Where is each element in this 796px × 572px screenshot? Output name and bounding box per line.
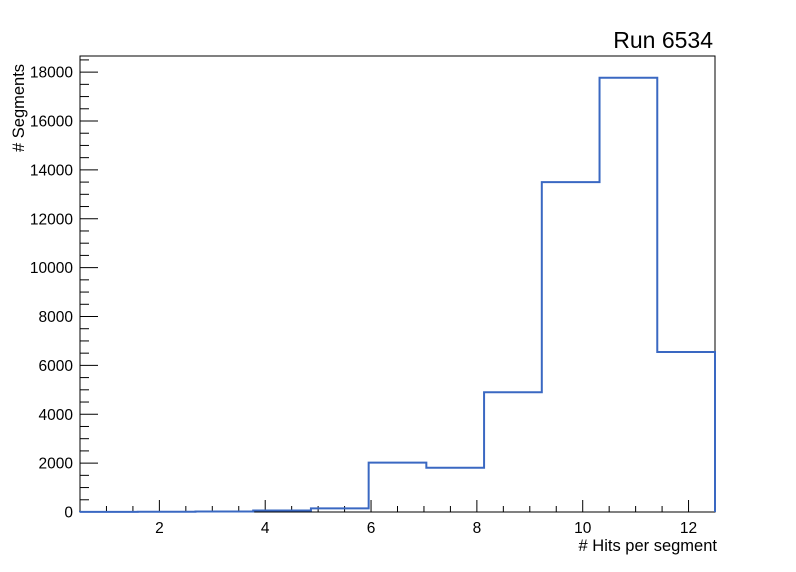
y-tick-label: 16000 (30, 114, 73, 131)
y-tick-label: 12000 (30, 211, 73, 228)
y-tick-label: 14000 (30, 162, 73, 179)
y-tick-label: 4000 (39, 407, 74, 424)
x-tick-label: 12 (680, 520, 697, 537)
x-tick-label: 6 (367, 520, 376, 537)
x-tick-label: 2 (155, 520, 164, 537)
x-tick-label: 10 (574, 520, 592, 537)
y-tick-label: 10000 (30, 260, 73, 277)
y-tick-label: 6000 (39, 358, 74, 375)
y-tick-label: 8000 (39, 309, 74, 326)
x-axis-title: # Hits per segment (578, 537, 717, 555)
y-tick-label: 18000 (30, 65, 73, 82)
chart-title: Run 6534 (613, 27, 713, 53)
y-axis-title: # Segments (10, 63, 28, 152)
x-tick-label: 8 (473, 520, 482, 537)
y-tick-label: 2000 (39, 456, 74, 473)
y-tick-label: 0 (64, 505, 73, 522)
x-tick-label: 4 (261, 520, 270, 537)
histogram-line (79, 76, 716, 513)
plot-frame (79, 55, 716, 513)
